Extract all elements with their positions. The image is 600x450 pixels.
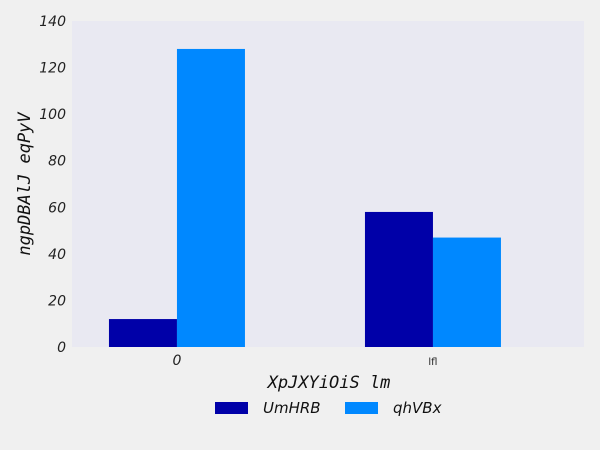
bar-UmHRB-0 — [108, 319, 177, 347]
y-tick-label: 40 — [48, 247, 66, 263]
bar-qhVBx-lfl — [432, 237, 501, 347]
x-tick-label: 0 — [172, 353, 181, 369]
y-tick-label: 100 — [39, 107, 66, 123]
y-axis-label: ngpDBAlJ eqPyV — [15, 112, 35, 256]
y-tick-label: 0 — [57, 340, 66, 356]
bar-UmHRB-lfl — [364, 211, 433, 347]
legend-item-qhVBx: qhVBx — [345, 399, 442, 417]
legend-item-UmHRB: UmHRB — [215, 399, 321, 417]
legend-swatch — [345, 402, 378, 414]
plot-area — [72, 21, 584, 347]
legend: UmHRB qhVBx — [215, 399, 442, 417]
y-tick-label: 80 — [48, 154, 66, 170]
x-tick-label: lfl — [428, 357, 437, 368]
legend-label: UmHRB — [263, 399, 321, 417]
bar-qhVBx-0 — [176, 48, 245, 347]
x-axis-ticks: 0 lfl — [172, 353, 437, 369]
y-tick-label: 140 — [39, 14, 66, 30]
legend-swatch — [215, 402, 248, 414]
y-axis-ticks: 0 20 40 60 80 100 120 140 — [39, 14, 66, 356]
y-tick-label: 120 — [39, 61, 66, 77]
x-axis-label: XpJXYiOiS lm — [266, 373, 391, 393]
y-tick-label: 20 — [48, 293, 66, 309]
bars — [108, 48, 501, 347]
legend-label: qhVBx — [393, 399, 442, 417]
y-tick-label: 60 — [48, 200, 66, 216]
